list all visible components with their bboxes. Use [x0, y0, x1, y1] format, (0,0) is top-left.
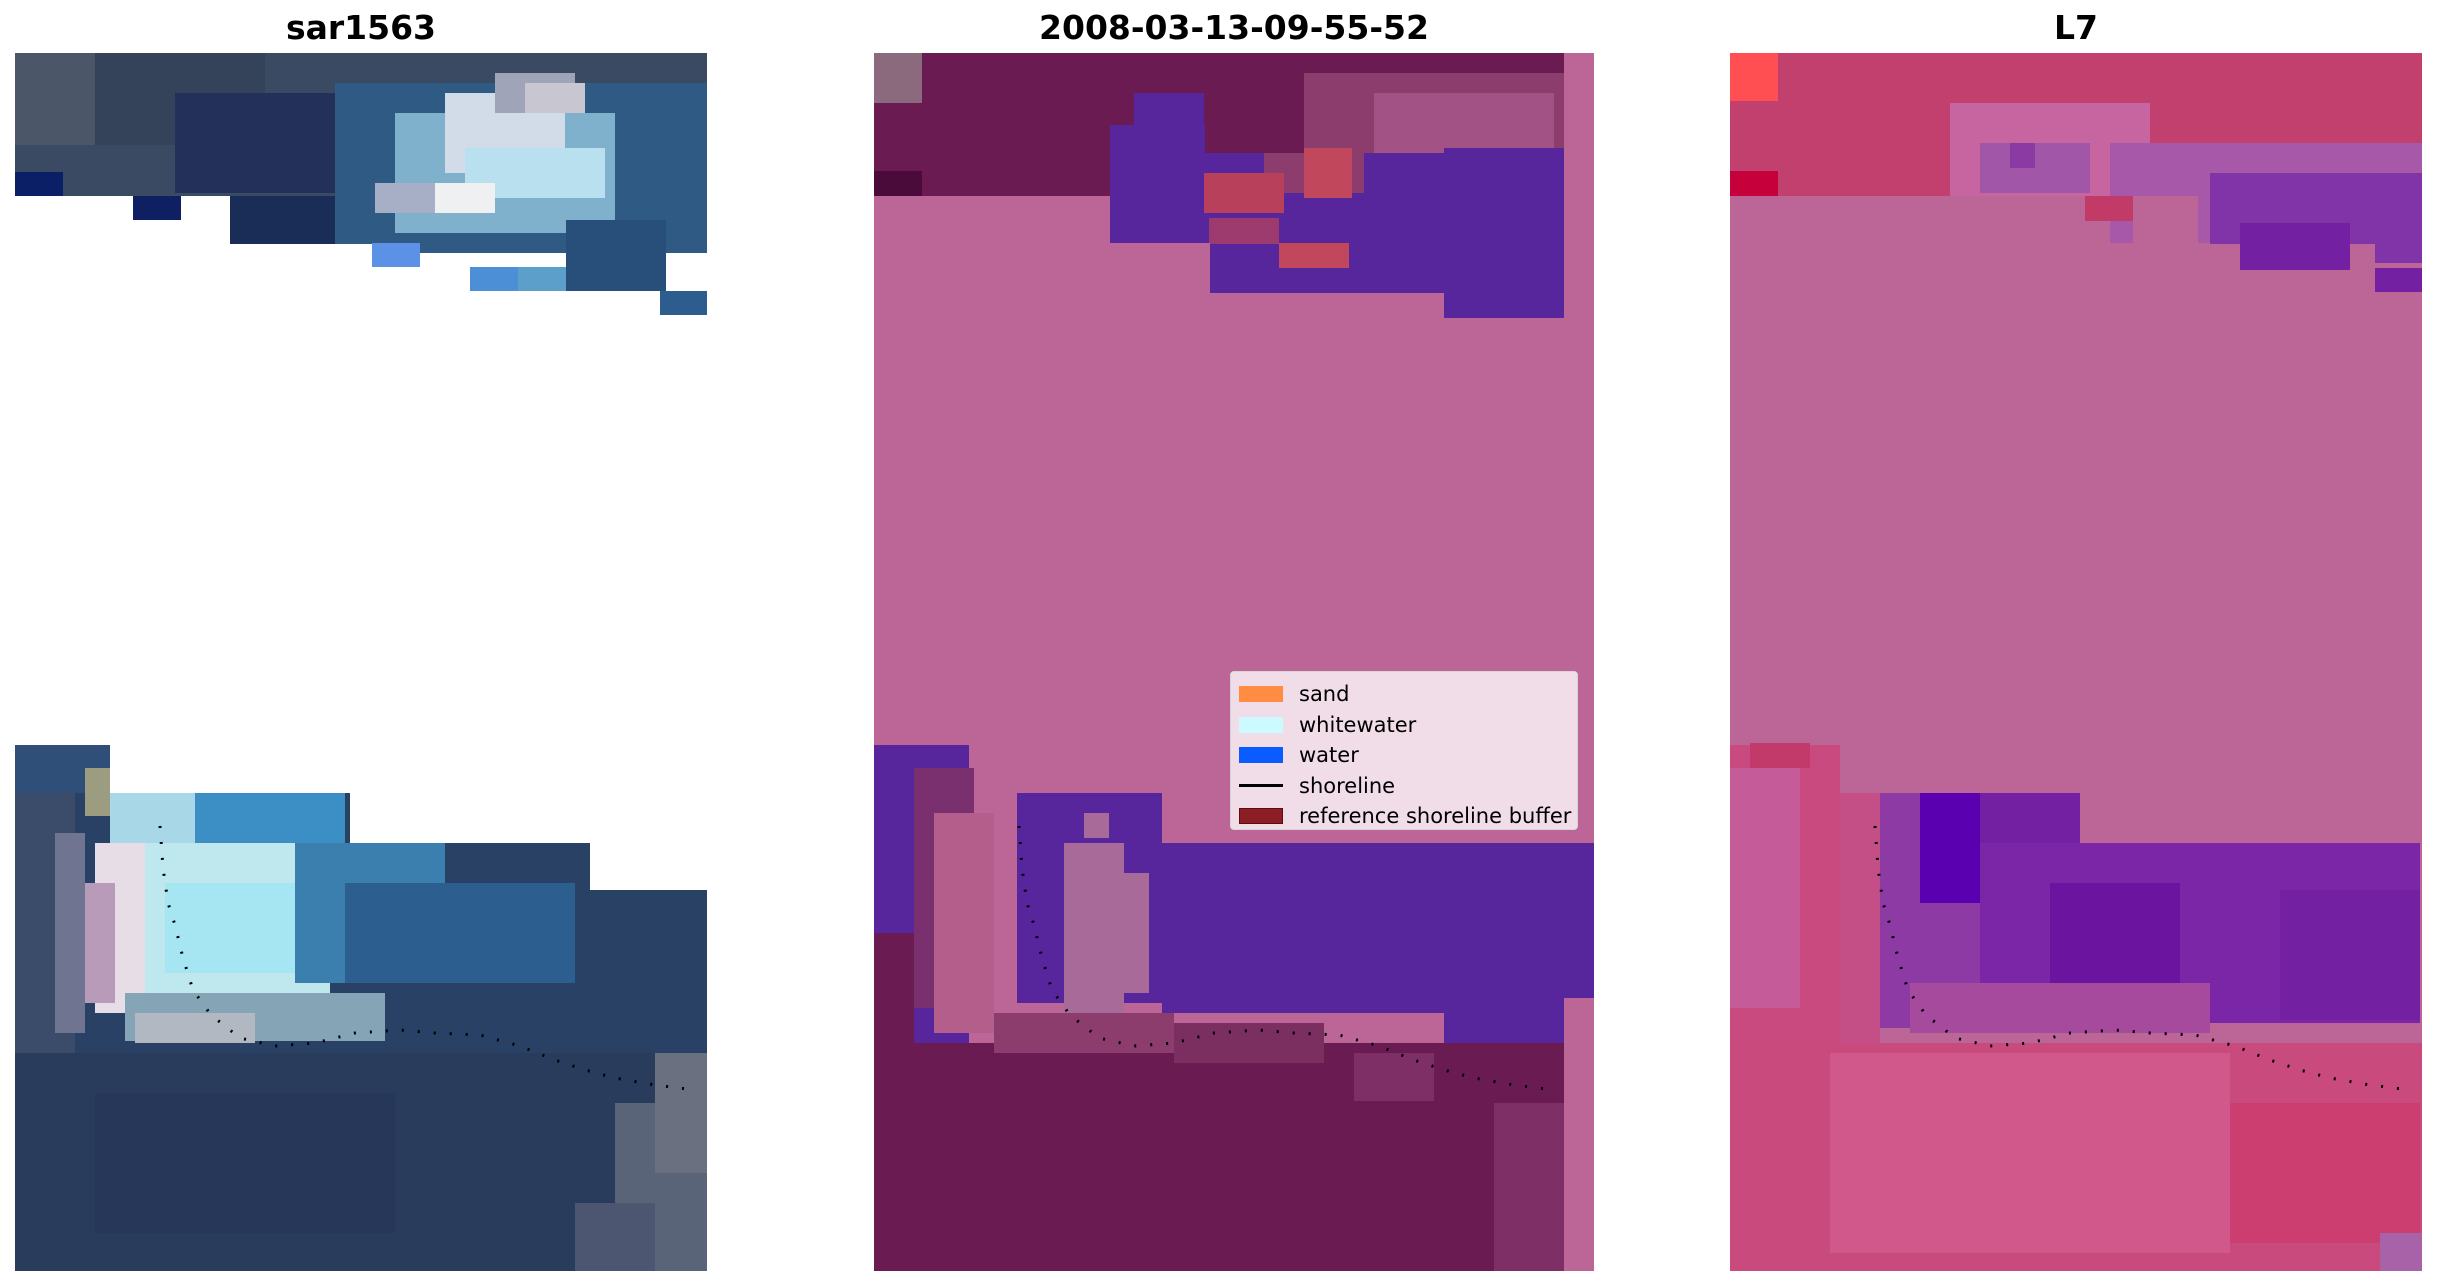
rgb-image: [15, 53, 707, 1271]
classified-image: [874, 53, 1594, 1271]
legend-item-sand: sand: [1239, 679, 1577, 710]
panel-title-index: L7: [2054, 8, 2098, 47]
legend-item-shoreline: shoreline: [1239, 771, 1577, 802]
legend-item-water: water: [1239, 740, 1577, 771]
legend-swatch-reference-buffer: [1239, 808, 1283, 825]
legend-item-whitewater: whitewater: [1239, 710, 1577, 741]
panel-classified: 2008-03-13-09-55-52: [820, 0, 1640, 1283]
index-image: [1730, 53, 2422, 1271]
legend-label-sand: sand: [1299, 682, 1350, 707]
legend-swatch-whitewater: [1239, 716, 1283, 733]
panel-index: L7: [1640, 0, 2460, 1283]
panel-title-rgb: sar1563: [285, 8, 437, 47]
legend: sand whitewater water shoreline referenc…: [1230, 671, 1578, 830]
rgb-top-strip: [15, 53, 707, 315]
legend-swatch-water: [1239, 747, 1283, 764]
legend-label-whitewater: whitewater: [1299, 712, 1417, 737]
legend-item-reference-buffer: reference shoreline buffer: [1239, 801, 1577, 832]
legend-label-reference-buffer: reference shoreline buffer: [1299, 804, 1572, 829]
legend-swatch-shoreline: [1239, 784, 1283, 788]
panel-rgb: sar1563: [0, 0, 820, 1283]
legend-swatch-sand: [1239, 686, 1283, 703]
legend-label-shoreline: shoreline: [1299, 773, 1396, 798]
legend-label-water: water: [1299, 743, 1359, 768]
panel-title-classified: 2008-03-13-09-55-52: [1039, 8, 1429, 47]
